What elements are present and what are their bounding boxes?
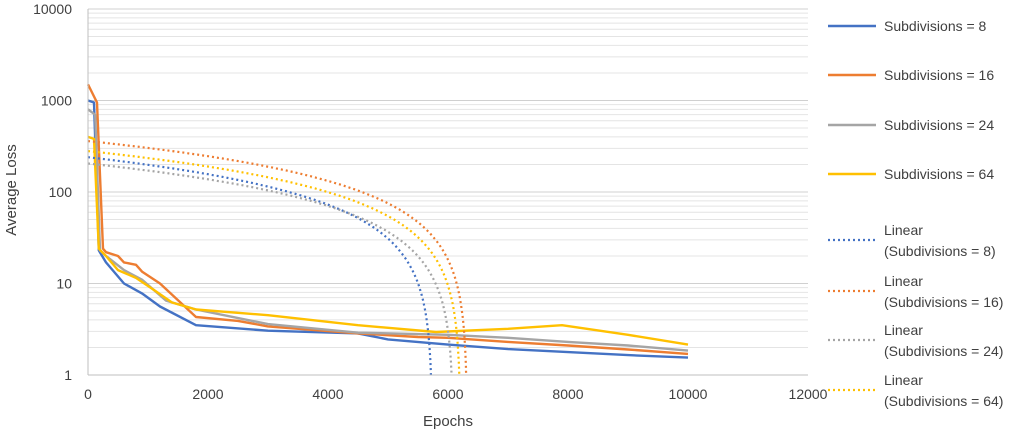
series-line [86, 83, 689, 356]
x-tick-label: 0 [84, 386, 92, 402]
legend-item: Linear (Subdivisions = 16) [828, 273, 1003, 310]
series-line [87, 99, 689, 359]
axes: 1 10 100 1000 10000 0 2000 4000 6000 8000 10000 120… [33, 1, 828, 402]
legend: Subdivisions = 8 Subdivisions = 16 Subdivi… [828, 18, 1003, 409]
x-tick-label: 4000 [312, 386, 343, 402]
series-line [87, 162, 453, 376]
legend-label: Linear [884, 273, 923, 289]
y-tick-label: 10 [56, 276, 72, 292]
legend-item: Subdivisions = 16 [828, 67, 994, 83]
y-tick-label: 10000 [33, 1, 72, 17]
series-line [87, 108, 689, 352]
legend-item: Linear (Subdivisions = 64) [828, 372, 1003, 409]
legend-label: (Subdivisions = 64) [884, 393, 1003, 409]
legend-item: Linear (Subdivisions = 24) [828, 322, 1003, 359]
legend-label: Subdivisions = 8 [884, 18, 987, 34]
legend-label: (Subdivisions = 24) [884, 343, 1003, 359]
series-line [87, 140, 468, 376]
x-tick-label: 10000 [669, 386, 708, 402]
x-axis-title: Epochs [423, 413, 473, 430]
legend-item: Linear (Subdivisions = 8) [828, 222, 996, 259]
series-line [87, 135, 689, 346]
legend-label: Subdivisions = 64 [884, 166, 994, 182]
legend-label: Subdivisions = 16 [884, 67, 994, 83]
series-line [87, 156, 433, 376]
legend-label: Subdivisions = 24 [884, 117, 994, 133]
legend-label: (Subdivisions = 16) [884, 294, 1003, 310]
legend-item: Subdivisions = 8 [828, 18, 987, 34]
legend-label: Linear [884, 222, 923, 238]
y-tick-label: 1 [64, 367, 72, 383]
x-tick-label: 6000 [432, 386, 463, 402]
legend-label: Linear [884, 322, 923, 338]
legend-item: Subdivisions = 64 [828, 166, 994, 182]
x-tick-label: 12000 [789, 386, 828, 402]
x-tick-label: 8000 [552, 386, 583, 402]
legend-label: (Subdivisions = 8) [884, 243, 996, 259]
y-axis-title: Average Loss [3, 144, 20, 235]
legend-label: Linear [884, 372, 923, 388]
legend-item: Subdivisions = 24 [828, 117, 994, 133]
x-tick-label: 2000 [192, 386, 223, 402]
gridlines [88, 8, 808, 376]
y-tick-label: 100 [49, 184, 73, 200]
y-tick-label: 1000 [41, 93, 72, 109]
series-layer [86, 83, 689, 376]
